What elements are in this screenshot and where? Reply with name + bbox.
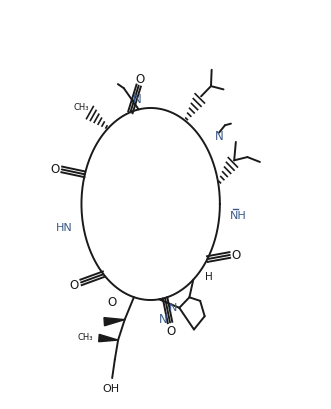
Text: O: O — [136, 72, 145, 85]
Text: N: N — [133, 93, 141, 106]
Text: O: O — [108, 295, 117, 308]
Text: HN: HN — [56, 222, 73, 232]
Text: CH₃: CH₃ — [78, 333, 93, 342]
Text: H: H — [205, 271, 213, 281]
Text: O: O — [70, 278, 79, 291]
Text: NH: NH — [230, 210, 246, 220]
Polygon shape — [99, 335, 118, 342]
Text: N: N — [159, 312, 167, 326]
Text: N: N — [215, 130, 223, 143]
Text: O: O — [51, 163, 60, 176]
Text: OH: OH — [102, 383, 119, 393]
Polygon shape — [104, 318, 125, 326]
Text: O: O — [166, 324, 176, 337]
Text: O: O — [231, 248, 240, 261]
Text: N: N — [169, 302, 177, 312]
Text: CH₃: CH₃ — [73, 103, 89, 112]
